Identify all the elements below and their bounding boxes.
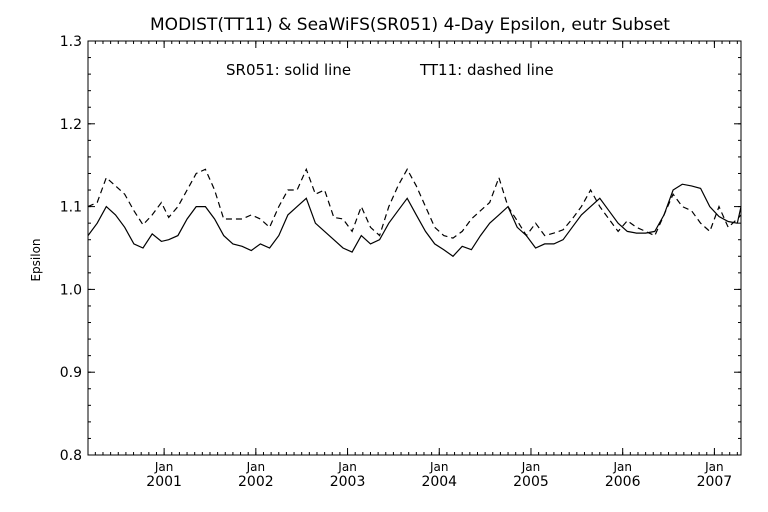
- y-tick-label: 0.8: [60, 448, 82, 464]
- x-tick-year-label: 2003: [330, 474, 366, 490]
- series-layer: [87, 167, 742, 258]
- x-axis: Jan2001Jan2002Jan2003Jan2004Jan2005Jan20…: [94, 41, 738, 490]
- x-tick-month-label: Jan: [612, 460, 632, 474]
- legend-solid-label: SR051: solid line: [226, 61, 351, 79]
- y-tick-label: 1.1: [60, 200, 82, 216]
- y-axis-label: Epsilon: [29, 238, 43, 281]
- x-tick-year-label: 2001: [146, 474, 182, 490]
- x-tick-month-label: Jan: [704, 460, 724, 474]
- y-tick-label: 1.0: [60, 282, 82, 298]
- y-tick-label: 0.9: [60, 365, 82, 381]
- x-tick-month-label: Jan: [521, 460, 541, 474]
- series-line-tt11: [87, 167, 742, 239]
- legend-dashed-label: TT11: dashed line: [419, 61, 554, 79]
- x-tick-year-label: 2006: [605, 474, 641, 490]
- plot-frame: [87, 40, 742, 456]
- x-tick-year-label: 2007: [697, 474, 733, 490]
- y-axis: 0.8 0.9 1.0 1.1 1.2 1.3: [60, 34, 741, 464]
- x-tick-year-label: 2005: [513, 474, 549, 490]
- x-tick-month-label: Jan: [154, 460, 174, 474]
- y-tick-label: 1.3: [60, 34, 82, 50]
- x-tick-year-label: 2002: [238, 474, 274, 490]
- series-line-sr051: [87, 183, 742, 258]
- x-tick-year-label: 2004: [421, 474, 457, 490]
- x-tick-month-label: Jan: [337, 460, 357, 474]
- y-tick-label: 1.2: [60, 117, 82, 133]
- chart-title: MODIST(TT11) & SeaWiFS(SR051) 4-Day Epsi…: [150, 15, 670, 35]
- x-tick-month-label: Jan: [429, 460, 449, 474]
- x-tick-month-label: Jan: [246, 460, 266, 474]
